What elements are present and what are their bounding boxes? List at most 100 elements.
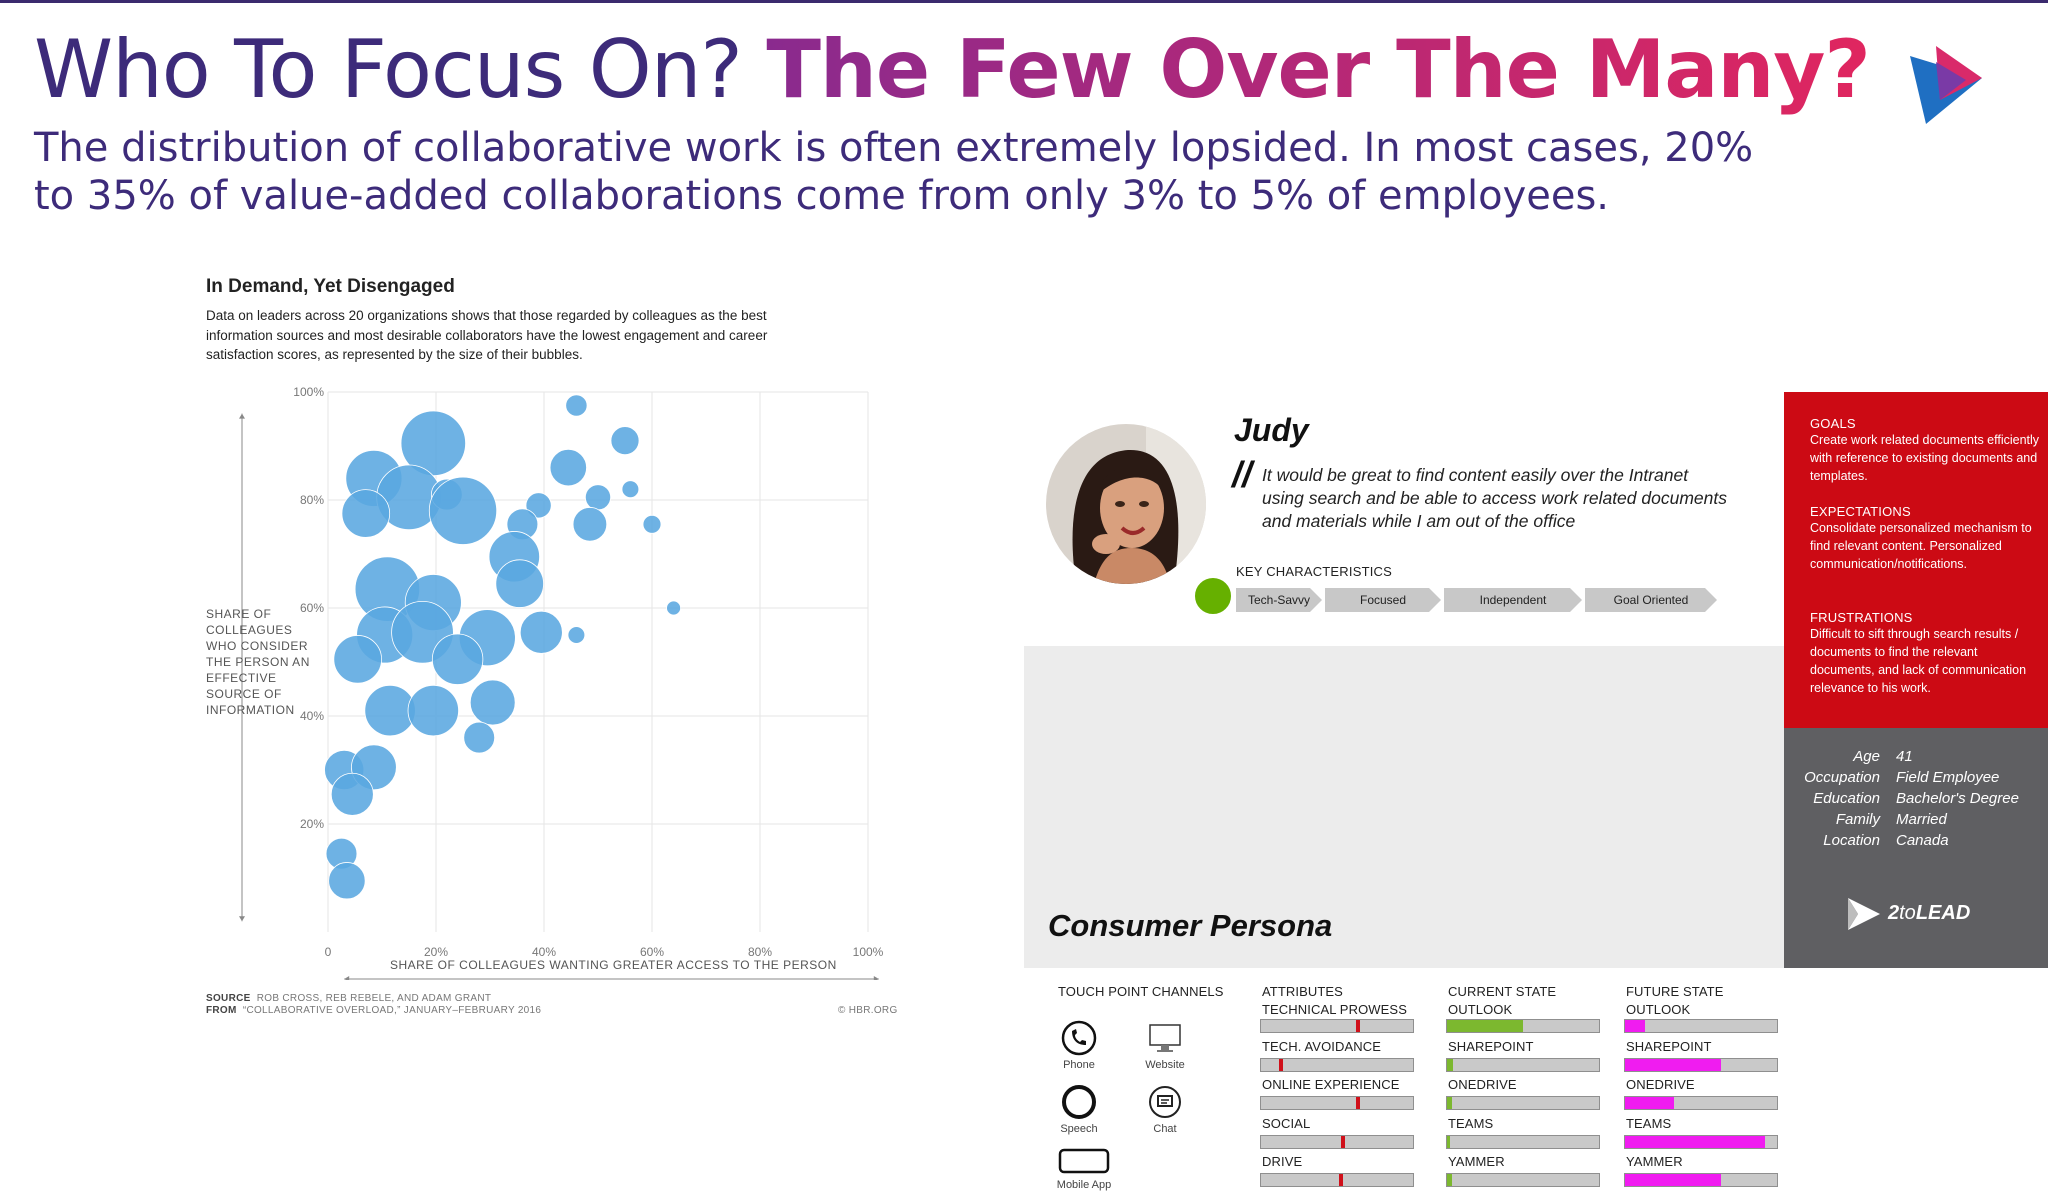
touch-points-heading: TOUCH POINT CHANNELS [1058,984,1224,999]
avatar [1046,424,1206,584]
row-label: OUTLOOK [1626,1002,1691,1017]
online-status-dot [1193,576,1233,616]
touch-point-website: Website [1130,1020,1200,1071]
progress-bar [1624,1134,1778,1149]
progress-fill [1447,1058,1454,1071]
demo-key: Occupation [1804,769,1880,786]
goals-heading: GOALS [1810,416,1856,431]
goals-text: Create work related documents efficientl… [1810,433,2040,483]
from-label: FROM [206,1005,237,1016]
y-tick-label: 80% [300,493,324,507]
frustrations-text: Difficult to sift through search results… [1810,627,2027,695]
demo-key: Age [1853,748,1880,765]
data-bubble [328,862,366,900]
progress-fill [1625,1135,1765,1148]
chart-title: In Demand, Yet Disengaged [206,276,455,297]
demo-value: Bachelor's Degree [1896,790,2019,807]
frustrations-heading: FRUSTRATIONS [1810,610,1913,625]
x-tick-label: 60% [640,945,664,959]
data-bubble [549,448,587,487]
progress-bar [1624,1019,1778,1033]
row-label: ONEDRIVE [1626,1077,1695,1092]
data-bubble [330,772,374,816]
speech-icon [1062,1085,1096,1119]
play-logo-icon [1910,46,1982,124]
demo-value: Canada [1896,832,1949,849]
data-bubble [572,507,608,542]
row-label: DRIVE [1262,1154,1303,1169]
x-axis-arrow-tail [344,976,350,980]
touch-point-chat: Chat [1130,1084,1200,1135]
chart-description: Data on leaders across 20 organizations … [206,308,768,362]
consumer-persona-title: Consumer Persona [1048,908,1333,943]
row-label: SHAREPOINT [1626,1038,1712,1054]
demo-key: Education [1813,790,1880,807]
y-tick-label: 40% [300,709,324,723]
brand-2: 2 [1888,902,1900,924]
data-bubble [610,426,640,456]
phone-icon [1061,1020,1097,1056]
data-bubble [565,394,588,417]
slider-marker [1279,1058,1283,1071]
mobile-app-icon [1058,1148,1110,1174]
progress-fill [1447,1020,1523,1032]
data-bubble [431,633,484,685]
progress-fill [1447,1097,1452,1109]
row-label: OUTLOOK [1448,1002,1513,1017]
persona-quote: It would be great to find content easily… [1262,465,1727,531]
row-label: TEAMS [1448,1115,1494,1131]
quote-mark-icon: // [1232,454,1253,495]
progress-bar [1446,1057,1600,1072]
progress-fill [1625,1174,1721,1186]
demo-value: Field Employee [1896,769,2000,786]
data-bubble [621,480,640,499]
persona-header: Judy // It would be great to find conten… [1024,392,1784,646]
row-label: ONEDRIVE [1448,1077,1517,1092]
expectations-heading: EXPECTATIONS [1810,504,1911,519]
touch-point-label: Mobile App [1056,1179,1112,1191]
demo-key: Family [1835,811,1880,828]
data-bubble [525,492,552,519]
monitor-icon [1149,1024,1181,1052]
source-line: SOURCE ROB CROSS, REB REBELE, AND ADAM G… [206,993,491,1004]
slide-title: Who To Focus On? The Few Over The Many? [34,22,1871,118]
expectations-block: EXPECTATIONS Consolidate personalized me… [1810,504,2040,573]
progress-bar [1446,1096,1600,1110]
row-label: SOCIAL [1262,1115,1311,1131]
from-text: “COLLABORATIVE OVERLOAD,” JANUARY–FEBRUA… [242,1005,542,1016]
data-bubble [428,476,498,545]
progress-bar [1624,1096,1778,1110]
y-tick-label: 60% [300,601,324,615]
touch-point-speech: Speech [1044,1084,1114,1135]
x-tick-label: 0 [325,945,332,959]
brand-text: 2toLEAD [1888,902,1970,925]
data-bubble [495,559,544,608]
chat-icon [1149,1086,1181,1118]
future-state-heading: FUTURE STATE [1626,984,1724,999]
attribute-slider [1260,1134,1414,1149]
avatar-wrapper [1046,424,1233,616]
data-bubble [666,600,682,616]
x-tick-label: 40% [532,945,556,959]
touch-point-label: Speech [1060,1123,1098,1135]
y-axis-label: SHARE OF COLLEAGUES WHO CONSIDER THE PER… [206,607,310,717]
data-bubble [642,514,662,534]
title-bold: The Few Over The Many? [766,23,1871,116]
row-label: ONLINE EXPERIENCE [1262,1077,1400,1092]
brand-logo: 2toLEAD [1844,894,2014,934]
x-axis-label: SHARE OF COLLEAGUES WANTING GREATER ACCE… [390,958,837,972]
data-bubble [469,679,516,726]
slider-marker [1355,1020,1360,1032]
touch-point-phone: Phone [1044,1020,1114,1071]
y-axis-arrow-head [239,413,245,419]
key-characteristics-label: KEY CHARACTERISTICS [1236,564,1392,579]
x-tick-label: 80% [748,945,772,959]
row-label: TEAMS [1626,1115,1672,1131]
goals-panel: GOALS Create work related documents effi… [1784,392,2048,728]
y-tick-label: 20% [300,817,324,831]
current-state-heading: CURRENT STATE [1448,984,1557,999]
touch-point-mobile-app: Mobile App [1042,1146,1126,1191]
title-plain: Who To Focus On? [34,23,743,116]
progress-bar [1446,1019,1600,1033]
attribute-slider [1260,1057,1414,1072]
